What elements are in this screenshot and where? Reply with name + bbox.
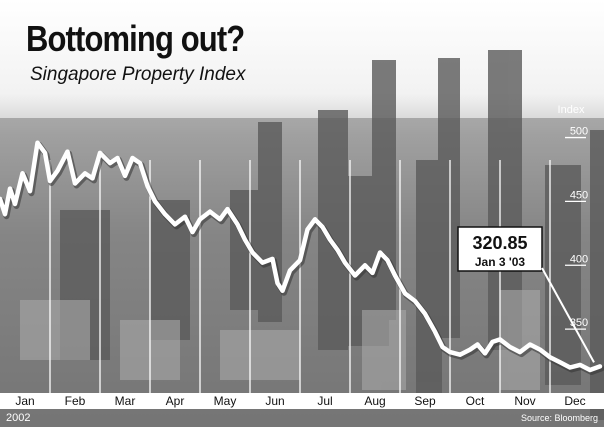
y-tick-label: 450 bbox=[570, 189, 588, 201]
callout: 320.85 Jan 3 '03 bbox=[457, 226, 595, 363]
line-layer bbox=[0, 140, 604, 375]
chart-subtitle: Singapore Property Index bbox=[30, 64, 246, 85]
chart-title: Bottoming out? bbox=[26, 18, 245, 59]
x-tick-label: May bbox=[214, 394, 237, 408]
x-axis-band bbox=[0, 393, 604, 409]
x-tick-label: Mar bbox=[115, 394, 136, 408]
x-tick-label: Feb bbox=[65, 394, 86, 408]
x-tick-label: Sep bbox=[414, 394, 436, 408]
x-tick-label: Jan bbox=[15, 394, 34, 408]
x-labels: Jan Feb Mar Apr May Jun Jul Aug Sep Oct Nov Dec bbox=[15, 394, 585, 408]
y-tick-label: 500 bbox=[570, 126, 588, 138]
x-tick-label: Aug bbox=[364, 394, 385, 408]
x-tick-label: Dec bbox=[564, 394, 585, 408]
x-tick-label: Nov bbox=[514, 394, 535, 408]
x-year-label: 2002 bbox=[6, 412, 30, 424]
x-tick-label: Oct bbox=[466, 394, 485, 408]
y-axis-label: Index bbox=[558, 104, 585, 116]
series-line bbox=[0, 140, 603, 373]
callout-leader bbox=[541, 267, 595, 363]
callout-date: Jan 3 '03 bbox=[475, 255, 526, 269]
callout-box bbox=[457, 226, 543, 272]
callout-value: 320.85 bbox=[472, 233, 527, 253]
y-tick-label: 400 bbox=[570, 253, 588, 265]
x-tick-label: Jul bbox=[317, 394, 332, 408]
source-note: Source: Bloomberg bbox=[521, 413, 598, 423]
x-tick-label: Jun bbox=[265, 394, 284, 408]
x-tick-label: Apr bbox=[166, 394, 185, 408]
